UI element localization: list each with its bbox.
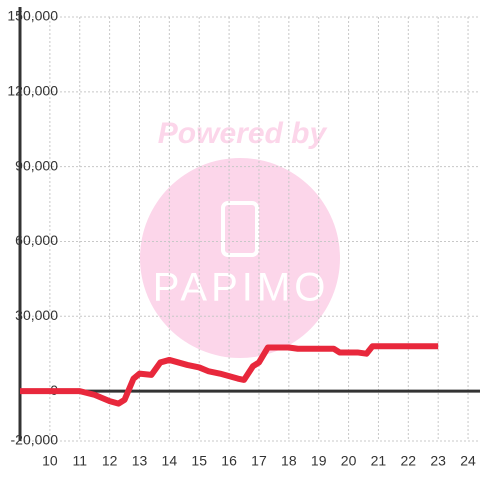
x-tick-label: 21: [371, 453, 387, 469]
series-line: [20, 343, 439, 407]
y-tick-label: 60,000: [15, 232, 58, 248]
y-tick-label: 150,000: [7, 8, 58, 24]
x-tick-label: 17: [251, 453, 267, 469]
watermark-circle: [140, 158, 340, 358]
watermark-text: Powered by: [158, 117, 328, 150]
x-tick-label: 22: [401, 453, 417, 469]
y-tick-label: 30,000: [15, 307, 58, 323]
y-tick-label: 120,000: [7, 83, 58, 99]
x-tick-label: 18: [281, 453, 297, 469]
x-tick-label: 13: [132, 453, 148, 469]
x-tick-label: 12: [102, 453, 118, 469]
x-tick-label: 15: [191, 453, 207, 469]
plot: -20,000030,00060,00090,000120,000150,000…: [7, 7, 480, 469]
x-tick-label: 14: [162, 453, 178, 469]
watermark: Powered by PAPIMO: [140, 117, 340, 358]
x-tick-label: 24: [460, 453, 476, 469]
x-tick-label: 20: [341, 453, 357, 469]
x-tick-label: 19: [311, 453, 327, 469]
x-tick-label: 16: [221, 453, 237, 469]
watermark-logo: PAPIMO: [153, 266, 330, 310]
x-tick-label: 10: [42, 453, 58, 469]
x-tick-label: 23: [430, 453, 446, 469]
watermark-icon: [221, 201, 259, 257]
y-tick-label: 90,000: [15, 157, 58, 173]
x-tick-label: 11: [72, 453, 87, 469]
y-tick-label: -20,000: [11, 432, 59, 448]
